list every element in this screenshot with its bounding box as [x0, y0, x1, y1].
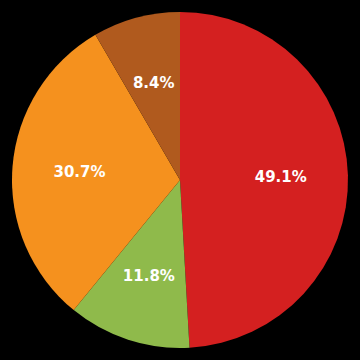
chart-container: 49.1% 11.8% 30.7% 8.4% — [0, 0, 360, 360]
slices — [12, 12, 348, 348]
data-label: 11.8% — [123, 267, 175, 285]
pie-chart: 49.1% 11.8% 30.7% 8.4% — [0, 0, 360, 360]
data-labels: 49.1% 11.8% 30.7% 8.4% — [53, 74, 306, 285]
background — [0, 0, 360, 360]
data-label: 30.7% — [53, 163, 105, 181]
data-label: 8.4% — [133, 74, 175, 92]
pie-slice — [12, 35, 180, 310]
data-label: 49.1% — [255, 168, 307, 186]
pie-slice — [95, 12, 180, 180]
pie-slice — [180, 12, 348, 348]
